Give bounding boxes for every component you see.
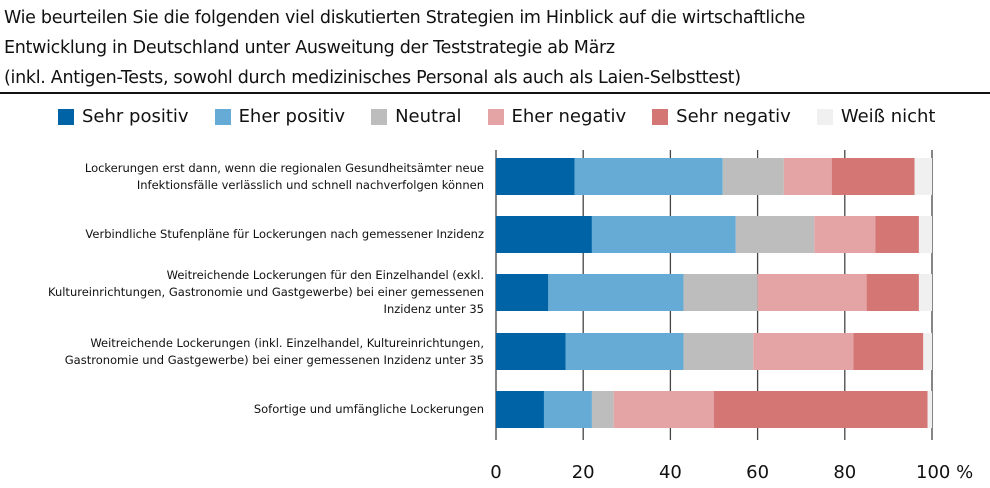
x-tick-label: 20 (572, 462, 595, 483)
bar-segment (548, 274, 684, 311)
legend-label: Neutral (395, 106, 462, 127)
bar-segment (496, 274, 549, 311)
bar-segment (591, 216, 736, 253)
bar-segment (923, 333, 932, 370)
legend: Sehr positiv Eher positiv Neutral Eher nega… (58, 106, 962, 127)
category-label-line: Inzidenz unter 35 (383, 302, 484, 316)
bar-segment (722, 158, 784, 195)
category-label: Weitreichende Lockerungen für den Einzel… (4, 267, 484, 318)
legend-item: Eher positiv (214, 106, 346, 127)
category-label-line: Lockerungen erst dann, wenn die regional… (84, 160, 484, 175)
title-line: Entwicklung in Deutschland unter Ausweit… (4, 38, 615, 58)
legend-label: Eher positiv (238, 106, 346, 127)
legend-swatch (816, 108, 833, 125)
legend-label: Weiß nicht (840, 106, 936, 127)
title-divider (0, 92, 990, 94)
legend-item: Sehr negativ (652, 106, 791, 127)
legend-label: Sehr negativ (676, 106, 791, 127)
bar-segment (918, 216, 932, 253)
bar-segment (496, 216, 592, 253)
legend-item: Sehr positiv (58, 106, 189, 127)
bar-segment (914, 158, 932, 195)
chart-title: Wie beurteilen Sie die folgenden viel di… (4, 3, 805, 93)
category-label-line: Infektionsfälle verlässlich und schnell … (136, 177, 484, 192)
bar-segment (853, 333, 924, 370)
title-line: Wie beurteilen Sie die folgenden viel di… (4, 8, 806, 28)
legend-item: Eher negativ (487, 106, 627, 127)
bar-segment (735, 216, 815, 253)
legend-swatch (652, 108, 669, 125)
bar-segment (683, 333, 754, 370)
bar-segment (683, 274, 758, 311)
x-tick-label: 0 (490, 462, 501, 483)
category-label-line: Weitreichende Lockerungen (inkl. Einzelh… (90, 335, 484, 350)
bar-segment (496, 391, 544, 428)
legend-swatch (214, 108, 231, 125)
bar-segment (714, 391, 928, 428)
legend-label: Sehr positiv (82, 106, 189, 127)
bar-segment (753, 333, 854, 370)
title-line: (inkl. Antigen-Tests, sowohl durch mediz… (4, 68, 741, 88)
bar-segment (831, 158, 915, 195)
legend-label: Eher negativ (511, 106, 627, 127)
bar-segment (543, 391, 592, 428)
category-label-line: Gastronomie und Gastgewerbe) bei einer g… (64, 352, 484, 367)
category-label-line: Sofortige und umfängliche Lockerungen (253, 402, 484, 416)
bar-segment (574, 158, 723, 195)
bar-segment (565, 333, 684, 370)
bar-segment (613, 391, 714, 428)
legend-swatch (371, 108, 388, 125)
bar-segment (591, 391, 614, 428)
bar-segment (927, 391, 932, 428)
bar-segment (866, 274, 919, 311)
bar-segment (814, 216, 876, 253)
x-tick-label: 60 (746, 462, 769, 483)
bar-segment (757, 274, 867, 311)
legend-swatch (58, 108, 74, 125)
bar-segment (496, 333, 566, 370)
category-label-line: Verbindliche Stufenpläne für Lockerungen… (85, 227, 484, 241)
bar-segment (918, 274, 932, 311)
category-label: Weitreichende Lockerungen (inkl. Einzelh… (4, 335, 484, 369)
bar-segment (496, 158, 575, 195)
category-label: Lockerungen erst dann, wenn die regional… (4, 160, 484, 194)
category-label: Verbindliche Stufenpläne für Lockerungen… (4, 226, 484, 243)
bar-segment (783, 158, 832, 195)
x-tick-label: 100 % (916, 462, 973, 483)
bar-segment (875, 216, 919, 253)
legend-item: Neutral (371, 106, 462, 127)
legend-swatch (487, 108, 504, 125)
x-tick-label: 80 (833, 462, 856, 483)
legend-item: Weiß nicht (816, 106, 936, 127)
category-label-line: Weitreichende Lockerungen für den Einzel… (166, 268, 484, 282)
category-label: Sofortige und umfängliche Lockerungen (4, 401, 484, 418)
category-label-line: Kultureinrichtungen, Gastronomie und Gas… (47, 285, 484, 299)
x-tick-label: 40 (659, 462, 682, 483)
